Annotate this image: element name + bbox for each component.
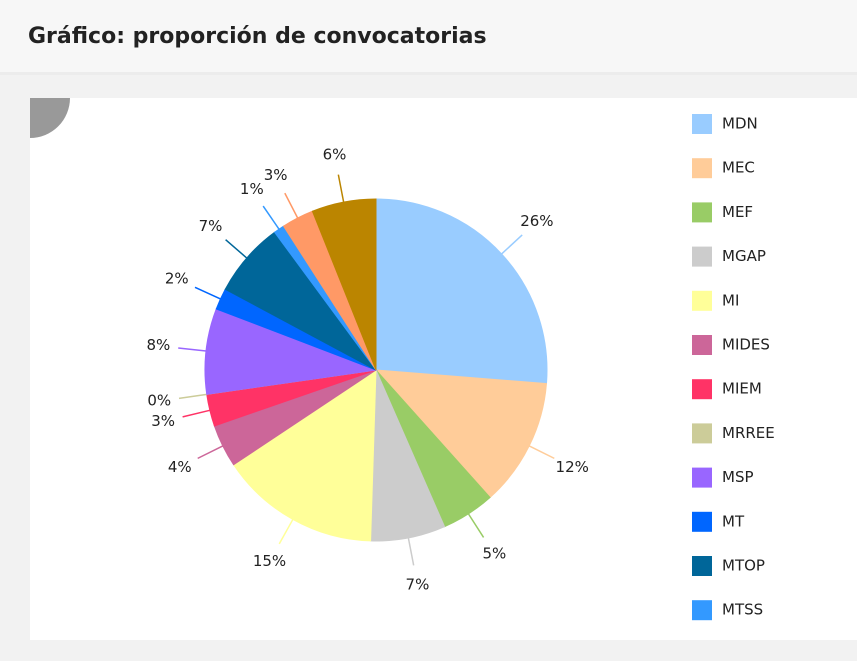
leader-line <box>262 205 280 230</box>
leader-line <box>467 513 485 538</box>
data-label: 26% <box>520 212 553 230</box>
leader-line <box>182 409 210 418</box>
legend-swatch <box>692 511 712 532</box>
legend-swatch <box>692 423 712 444</box>
legend-swatch <box>692 114 712 134</box>
pie-slice <box>311 198 377 371</box>
leader-line <box>178 347 207 352</box>
legend-label: MGAP <box>722 247 766 265</box>
leader-line <box>501 234 523 255</box>
legend-label: MIEM <box>722 380 762 398</box>
legend-swatch <box>692 246 712 267</box>
pie-slice <box>374 369 548 499</box>
header: Gráfico: proporción de convocatorias <box>0 0 857 75</box>
data-label: 4% <box>168 458 192 476</box>
data-label: 6% <box>323 145 347 163</box>
legend-swatch <box>692 335 712 355</box>
legend-label: MI <box>722 291 739 309</box>
legend-label: MRREE <box>722 424 775 442</box>
pie-slice <box>232 369 377 542</box>
leader-line <box>178 393 207 400</box>
pie-slice <box>375 198 548 385</box>
leader-line <box>407 537 415 566</box>
legend-label: MTOP <box>722 557 765 575</box>
leader-line <box>194 286 221 300</box>
legend-label: MDN <box>722 115 758 133</box>
corner-decoration <box>30 98 70 138</box>
legend-swatch <box>692 467 712 488</box>
legend-swatch <box>692 202 712 223</box>
leader-line <box>197 445 224 460</box>
data-label: 5% <box>483 545 507 563</box>
leader-line <box>337 174 345 203</box>
data-label: 8% <box>146 336 170 354</box>
leader-line <box>528 445 555 460</box>
leader-line <box>278 519 294 545</box>
data-label: 3% <box>264 166 288 184</box>
data-label: 7% <box>406 576 430 594</box>
legend-label: MIDES <box>722 336 770 354</box>
data-label: 0% <box>147 392 171 410</box>
data-label: 2% <box>165 270 189 288</box>
legend-swatch <box>692 290 712 311</box>
data-label: 12% <box>556 458 589 476</box>
leader-line <box>284 192 299 219</box>
legend-label: MSP <box>722 468 754 486</box>
legend-label: MT <box>722 512 745 530</box>
legend-label: MEF <box>722 203 753 221</box>
legend-swatch <box>692 379 712 400</box>
legend-label: MTSS <box>722 601 763 619</box>
legend-label: MEC <box>722 159 755 177</box>
data-label: 1% <box>240 180 264 198</box>
legend-swatch <box>692 600 712 621</box>
legend-swatch <box>692 556 712 576</box>
legend-swatch <box>692 158 712 179</box>
data-label: 7% <box>199 217 223 235</box>
data-label: 15% <box>253 552 286 570</box>
leader-line <box>225 239 248 259</box>
chart-title: Gráfico: proporción de convocatorias <box>28 24 487 49</box>
data-label: 3% <box>151 412 175 430</box>
